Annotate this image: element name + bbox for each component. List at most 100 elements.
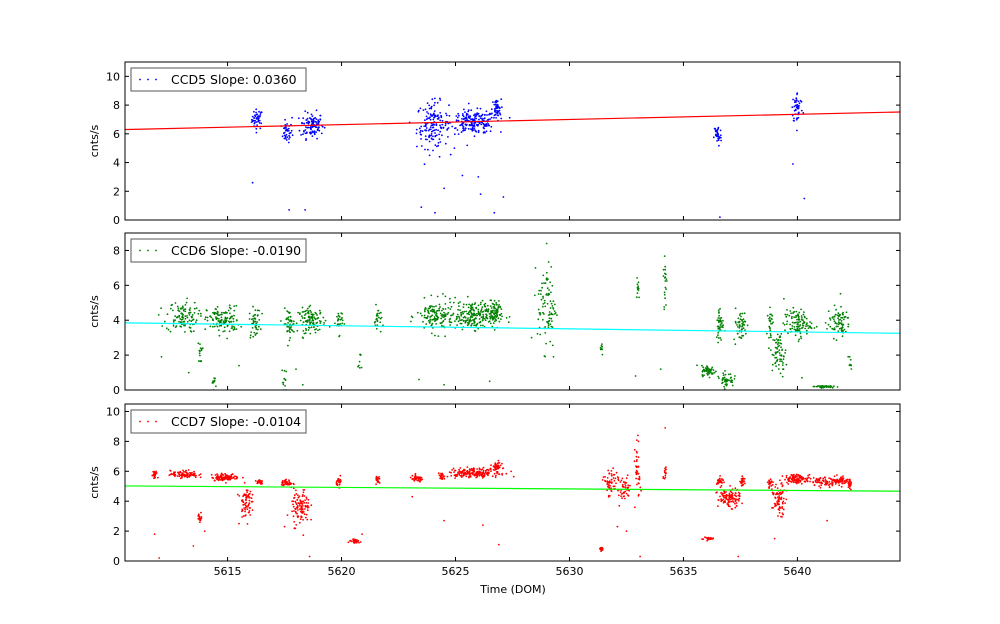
data-point [496, 472, 498, 475]
data-point [798, 102, 801, 105]
data-point [769, 334, 772, 337]
data-point [635, 450, 638, 453]
data-point [466, 144, 469, 147]
data-point [429, 316, 431, 318]
data-point [637, 440, 640, 443]
data-point [785, 363, 788, 366]
data-point [785, 315, 788, 318]
data-point [781, 512, 784, 515]
data-point [416, 479, 419, 482]
data-point [730, 500, 733, 503]
data-point [537, 318, 540, 321]
data-point [243, 507, 246, 509]
data-point [798, 318, 801, 321]
data-point [722, 378, 725, 380]
data-point [287, 344, 289, 347]
data-point [425, 317, 428, 319]
data-point [334, 322, 336, 325]
data-point [477, 311, 480, 314]
data-point [211, 382, 214, 384]
data-point [441, 315, 444, 318]
data-point [311, 319, 314, 322]
data-point [466, 312, 469, 315]
data-point [549, 340, 552, 343]
data-point [782, 497, 785, 500]
data-point [482, 131, 485, 134]
data-point [293, 496, 296, 499]
data-point [729, 485, 731, 487]
data-point [229, 307, 232, 310]
data-point [226, 337, 229, 340]
data-point [235, 304, 238, 307]
data-point [305, 327, 307, 330]
data-point [720, 499, 723, 502]
data-point [720, 320, 723, 323]
data-point [441, 119, 444, 122]
data-point [821, 385, 824, 387]
data-point [452, 467, 455, 470]
data-point [727, 494, 730, 497]
data-point [220, 324, 223, 327]
data-point [261, 312, 263, 315]
data-point [476, 468, 478, 470]
data-point [797, 326, 800, 328]
data-point [775, 483, 777, 486]
data-point [774, 356, 776, 359]
data-point [718, 144, 720, 147]
data-point [729, 498, 732, 501]
data-point [286, 514, 289, 516]
data-point [252, 315, 255, 317]
data-point [500, 131, 502, 133]
data-point [610, 474, 613, 477]
legend-label: CCD6 Slope: -0.0190 [171, 243, 301, 258]
data-point [283, 307, 286, 309]
data-point [299, 319, 302, 322]
data-point [790, 317, 793, 320]
data-point [166, 313, 169, 316]
data-point [205, 309, 208, 311]
data-point [619, 491, 622, 493]
legend-marker [147, 420, 149, 423]
data-point [413, 479, 415, 482]
data-point [309, 323, 311, 326]
data-point [602, 476, 605, 478]
data-point [713, 371, 716, 374]
data-point [423, 316, 426, 319]
data-point [243, 494, 246, 496]
data-point [793, 473, 795, 476]
data-point [238, 364, 240, 367]
data-point [253, 314, 256, 316]
data-point [287, 316, 290, 319]
data-point [438, 474, 441, 477]
data-point [717, 499, 720, 501]
data-point [444, 335, 446, 338]
data-point [717, 325, 720, 328]
data-point [792, 481, 795, 484]
data-point [352, 538, 354, 541]
data-point [820, 385, 822, 388]
data-point [257, 117, 260, 120]
data-point [779, 360, 781, 363]
data-point [299, 312, 301, 314]
data-point [848, 487, 851, 490]
data-point [473, 309, 475, 312]
data-point [292, 320, 295, 323]
data-point [256, 314, 259, 317]
data-point [482, 324, 484, 327]
data-point [415, 128, 418, 131]
data-point [442, 320, 445, 323]
data-point [784, 329, 786, 332]
data-point [741, 312, 744, 315]
data-point [494, 113, 497, 116]
data-point [438, 303, 441, 306]
data-point [769, 327, 771, 330]
data-point [636, 483, 638, 486]
data-point [547, 324, 550, 327]
data-point [285, 139, 288, 141]
data-point [777, 496, 779, 499]
data-point [286, 330, 288, 333]
data-point [423, 163, 426, 166]
data-point [778, 336, 781, 339]
data-point [310, 118, 313, 121]
data-point [233, 327, 236, 329]
